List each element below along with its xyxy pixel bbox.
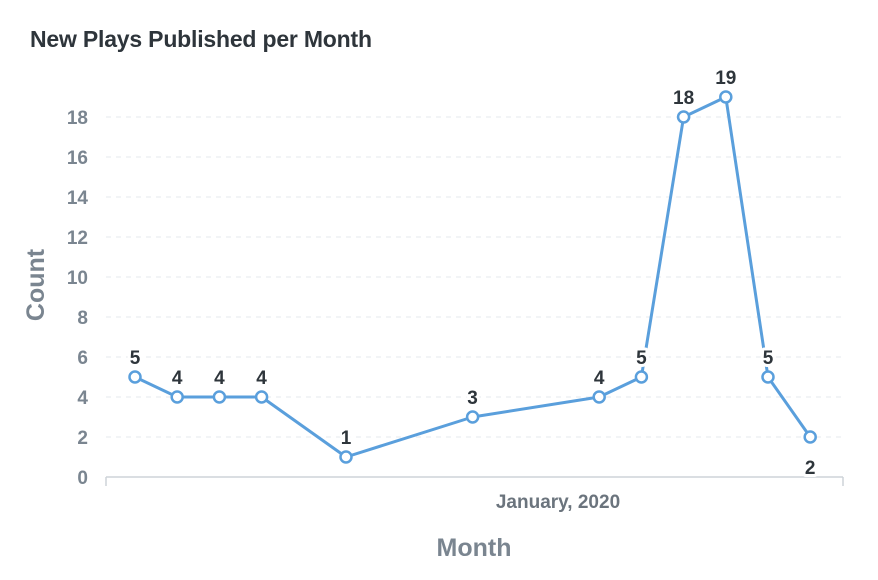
data-point-11	[803, 430, 817, 444]
data-point-3	[254, 390, 269, 404]
y-tick-12: 12	[67, 228, 88, 249]
data-point-4	[339, 450, 353, 464]
data-point-6	[592, 390, 606, 404]
series-polyline	[133, 95, 812, 459]
y-tick-18: 18	[67, 108, 88, 129]
data-point-10	[761, 370, 775, 384]
data-point-9	[719, 90, 733, 104]
data-point-8	[676, 110, 691, 124]
data-label-3: 4	[256, 368, 267, 389]
data-points	[128, 90, 817, 464]
y-axis-title: Count	[22, 248, 50, 321]
x-tick-labels: January, 2020	[496, 492, 620, 513]
data-label-2: 4	[214, 368, 225, 389]
data-label-5: 3	[467, 388, 478, 409]
y-tick-6: 6	[77, 348, 88, 369]
data-label-8: 18	[673, 88, 694, 109]
chart-title: New Plays Published per Month	[30, 26, 372, 52]
y-tick-labels: 0 2 4 6 8 10 12 14 16 18	[67, 108, 89, 489]
y-tick-0: 0	[77, 468, 88, 489]
axes	[105, 476, 844, 486]
data-point-1	[170, 390, 184, 404]
data-label-10: 5	[763, 348, 774, 369]
data-label-4: 1	[341, 428, 352, 449]
data-point-0	[128, 370, 142, 384]
data-point-7	[634, 370, 649, 384]
data-label-0: 5	[130, 348, 141, 369]
data-label-9: 19	[715, 68, 736, 89]
data-point-2	[212, 390, 227, 404]
series-line	[133, 95, 812, 459]
data-point-5	[465, 410, 480, 424]
data-label-7: 5	[636, 348, 647, 369]
data-labels: 5 4 4 4 1 3 4 5 18 19 5 2	[127, 65, 819, 482]
y-tick-2: 2	[77, 428, 88, 449]
x-axis-title: Month	[437, 534, 512, 562]
y-tick-10: 10	[67, 268, 88, 289]
y-tick-16: 16	[67, 148, 88, 169]
y-tick-4: 4	[77, 388, 88, 409]
data-label-11: 2	[805, 458, 816, 479]
y-tick-8: 8	[77, 308, 88, 329]
data-label-1: 4	[172, 368, 183, 389]
x-tick-0: January, 2020	[496, 492, 620, 513]
y-tick-14: 14	[67, 188, 89, 209]
gridlines	[106, 116, 843, 438]
data-label-6: 4	[594, 368, 605, 389]
